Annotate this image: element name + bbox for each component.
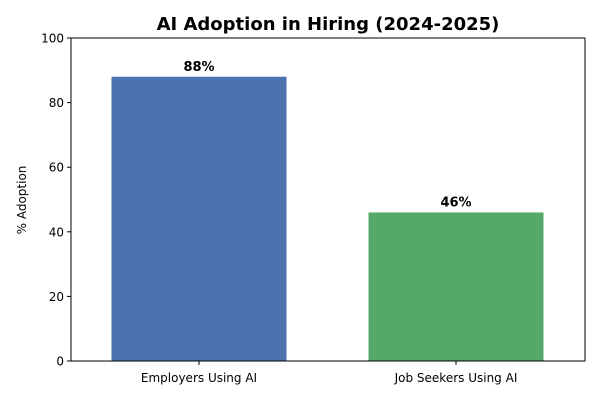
- chart-title: AI Adoption in Hiring (2024-2025): [157, 14, 500, 35]
- y-tick-label: 40: [49, 225, 64, 239]
- bar: [368, 212, 544, 361]
- y-tick-label: 20: [49, 290, 64, 304]
- y-axis: 0 20 40 60 80 100: [41, 32, 71, 369]
- bar-value-label: 46%: [440, 195, 471, 210]
- bar-value-label: 88%: [183, 60, 214, 75]
- y-tick-label: 100: [41, 32, 64, 46]
- y-axis-label: % Adoption: [15, 166, 29, 235]
- y-tick-label: 0: [56, 355, 64, 369]
- x-axis: Employers Using AI Job Seekers Using AI: [141, 361, 517, 385]
- plot-frame: [70, 37, 586, 362]
- bar: [111, 76, 287, 361]
- y-tick-label: 80: [49, 96, 64, 110]
- x-tick-label: Employers Using AI: [141, 371, 257, 385]
- x-tick-label: Job Seekers Using AI: [394, 371, 518, 385]
- y-tick-label: 60: [49, 161, 64, 175]
- bars-group: 88% 46%: [111, 60, 544, 361]
